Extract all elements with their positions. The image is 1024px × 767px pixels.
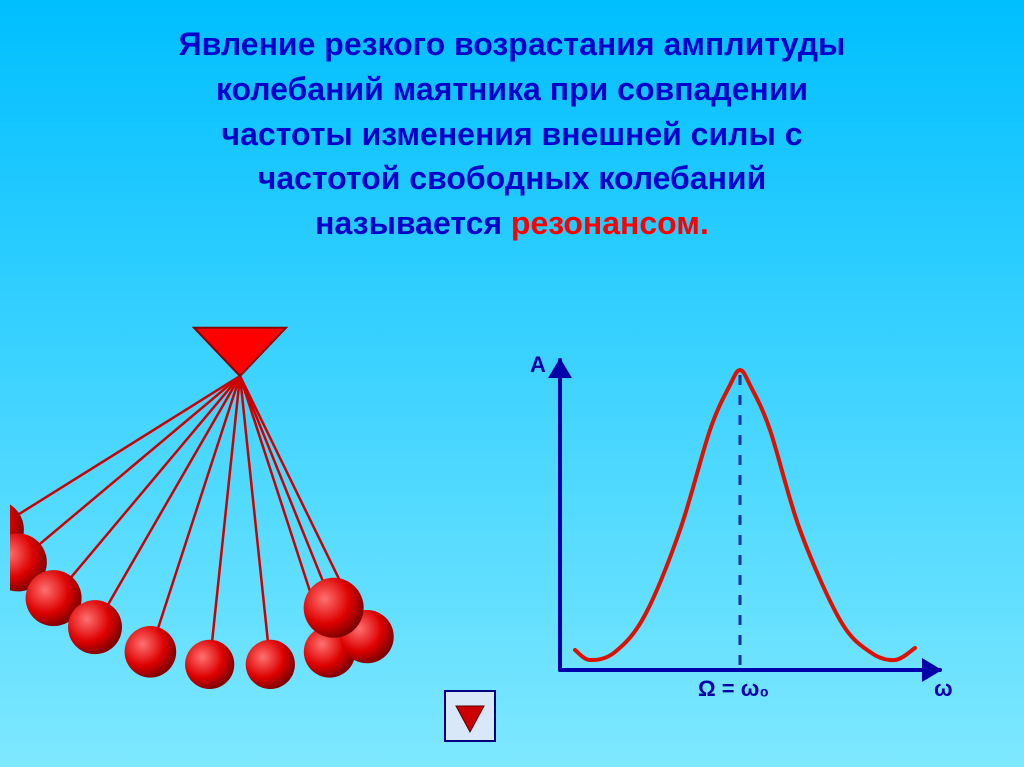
- heading-line1: Явление резкого возрастания амплитуды: [179, 26, 846, 62]
- resonance-chart: A ω Ω = ω₀: [520, 330, 960, 720]
- pendulum-diagram: [10, 320, 410, 740]
- definition-heading: Явление резкого возрастания амплитуды ко…: [60, 22, 964, 246]
- heading-line3: частоты изменения внешней силы с: [222, 116, 803, 152]
- heading-line5-prefix: называется: [315, 205, 511, 241]
- chevron-down-icon: [444, 690, 496, 742]
- pendulum-svg: [10, 320, 410, 740]
- heading-line4: частотой свободных колебаний: [258, 160, 767, 196]
- heading-line2: колебаний маятника при совпадении: [216, 71, 808, 107]
- heading-highlight: резонансом.: [511, 205, 709, 241]
- x-axis-label: ω: [934, 676, 953, 702]
- x-tick-label: Ω = ω₀: [698, 676, 769, 702]
- nav-down-button[interactable]: [444, 690, 496, 742]
- y-axis-label: A: [530, 352, 546, 378]
- chart-svg: [520, 330, 960, 720]
